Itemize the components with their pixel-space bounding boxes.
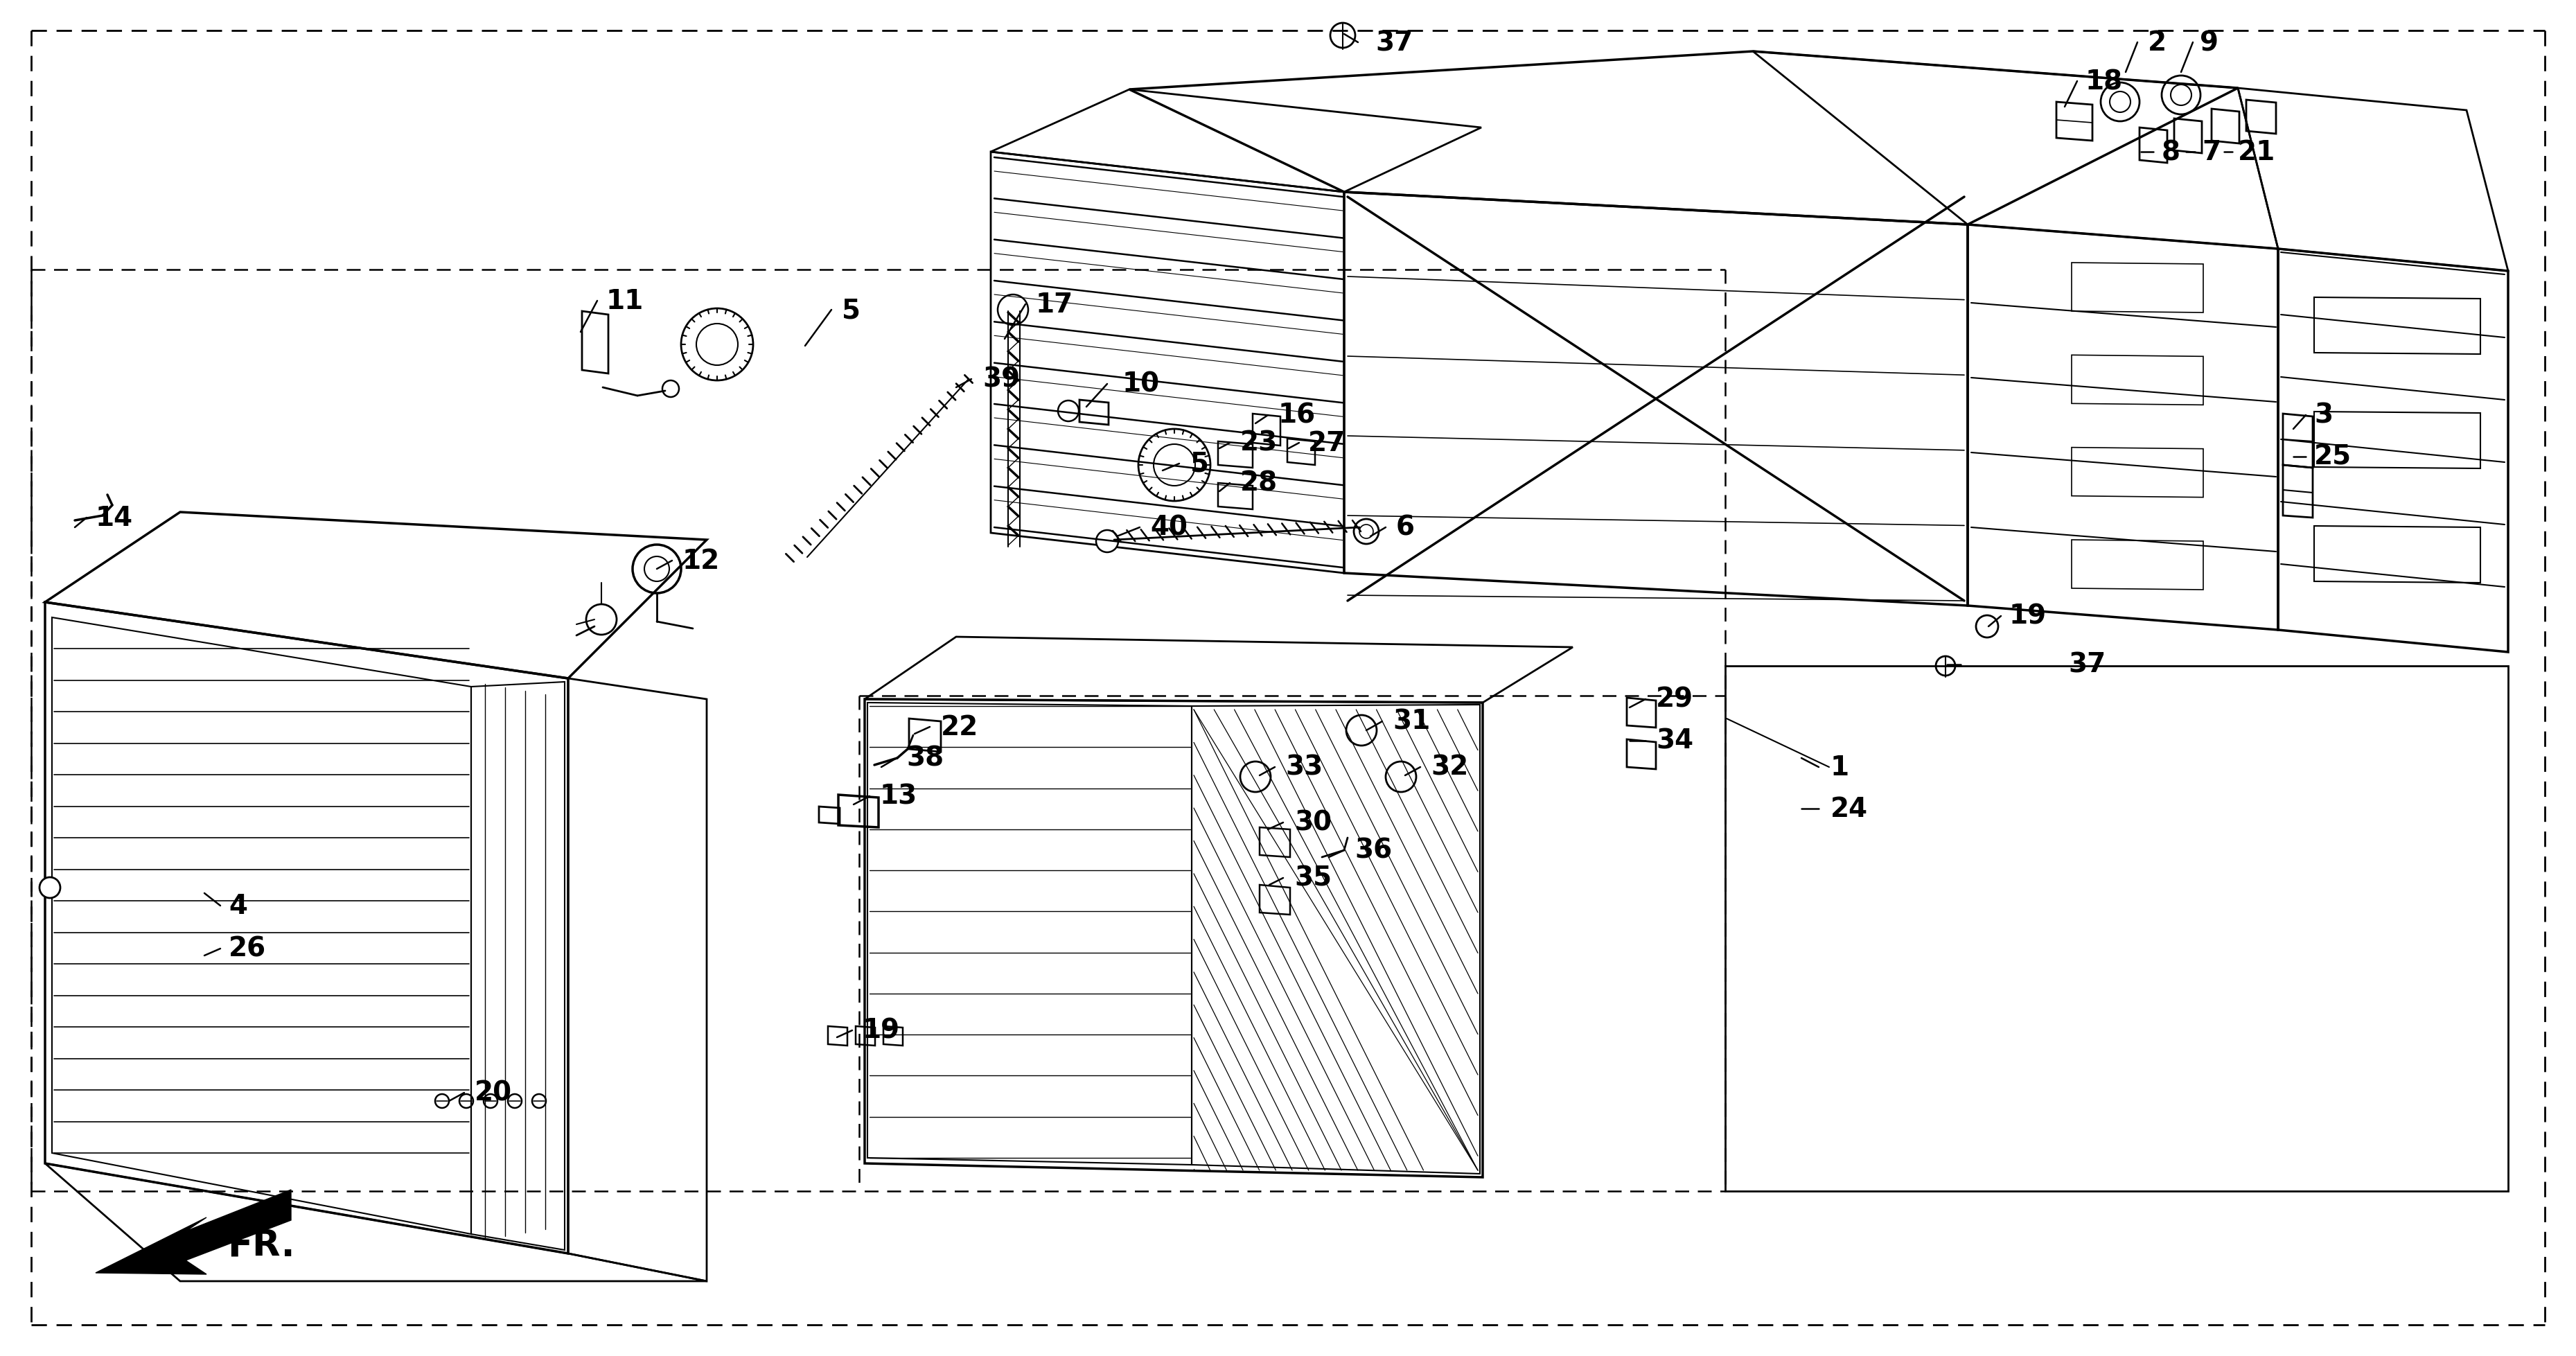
Text: 1: 1 <box>1832 754 1850 781</box>
Text: 5: 5 <box>1190 450 1208 477</box>
Text: 7: 7 <box>2202 140 2221 165</box>
Text: 37: 37 <box>2069 652 2105 678</box>
Text: 10: 10 <box>1123 372 1159 397</box>
Text: 22: 22 <box>940 715 979 740</box>
Text: 19: 19 <box>863 1017 899 1044</box>
Text: 20: 20 <box>474 1079 513 1106</box>
Text: 31: 31 <box>1394 708 1430 735</box>
Text: 5: 5 <box>842 297 860 324</box>
Text: 21: 21 <box>2239 140 2275 165</box>
Circle shape <box>997 296 1028 325</box>
Text: 14: 14 <box>95 504 134 532</box>
Text: 25: 25 <box>2313 443 2352 471</box>
Circle shape <box>39 877 59 898</box>
Text: 17: 17 <box>1036 292 1074 317</box>
Text: 26: 26 <box>229 936 265 961</box>
Text: 19: 19 <box>2009 603 2048 629</box>
Text: 37: 37 <box>1376 30 1412 56</box>
Text: 24: 24 <box>1832 796 1868 822</box>
Text: FR.: FR. <box>227 1227 294 1264</box>
Text: 13: 13 <box>881 784 917 810</box>
Text: 39: 39 <box>981 366 1020 393</box>
Text: 32: 32 <box>1430 754 1468 781</box>
Text: 29: 29 <box>1656 686 1692 713</box>
Text: 4: 4 <box>229 892 247 919</box>
Text: 27: 27 <box>1309 430 1345 457</box>
Text: 30: 30 <box>1293 810 1332 835</box>
Text: 33: 33 <box>1285 754 1324 781</box>
Text: 8: 8 <box>2161 140 2179 165</box>
Polygon shape <box>95 1189 291 1275</box>
Text: 23: 23 <box>1239 430 1278 457</box>
Circle shape <box>1935 656 1955 675</box>
Text: 16: 16 <box>1278 403 1316 428</box>
Text: 38: 38 <box>907 746 943 772</box>
Text: 9: 9 <box>2200 30 2218 56</box>
Text: 35: 35 <box>1293 865 1332 891</box>
Text: 36: 36 <box>1355 837 1391 864</box>
Text: 34: 34 <box>1656 728 1692 754</box>
Text: 2: 2 <box>2148 30 2166 56</box>
Text: 40: 40 <box>1149 514 1188 541</box>
Text: 12: 12 <box>683 548 721 574</box>
Text: 11: 11 <box>605 287 644 315</box>
Text: 6: 6 <box>1396 514 1414 541</box>
Text: 18: 18 <box>2087 69 2123 95</box>
Text: 3: 3 <box>2313 403 2334 428</box>
Circle shape <box>1095 530 1118 553</box>
Circle shape <box>1976 616 1999 637</box>
Text: 28: 28 <box>1239 471 1278 496</box>
